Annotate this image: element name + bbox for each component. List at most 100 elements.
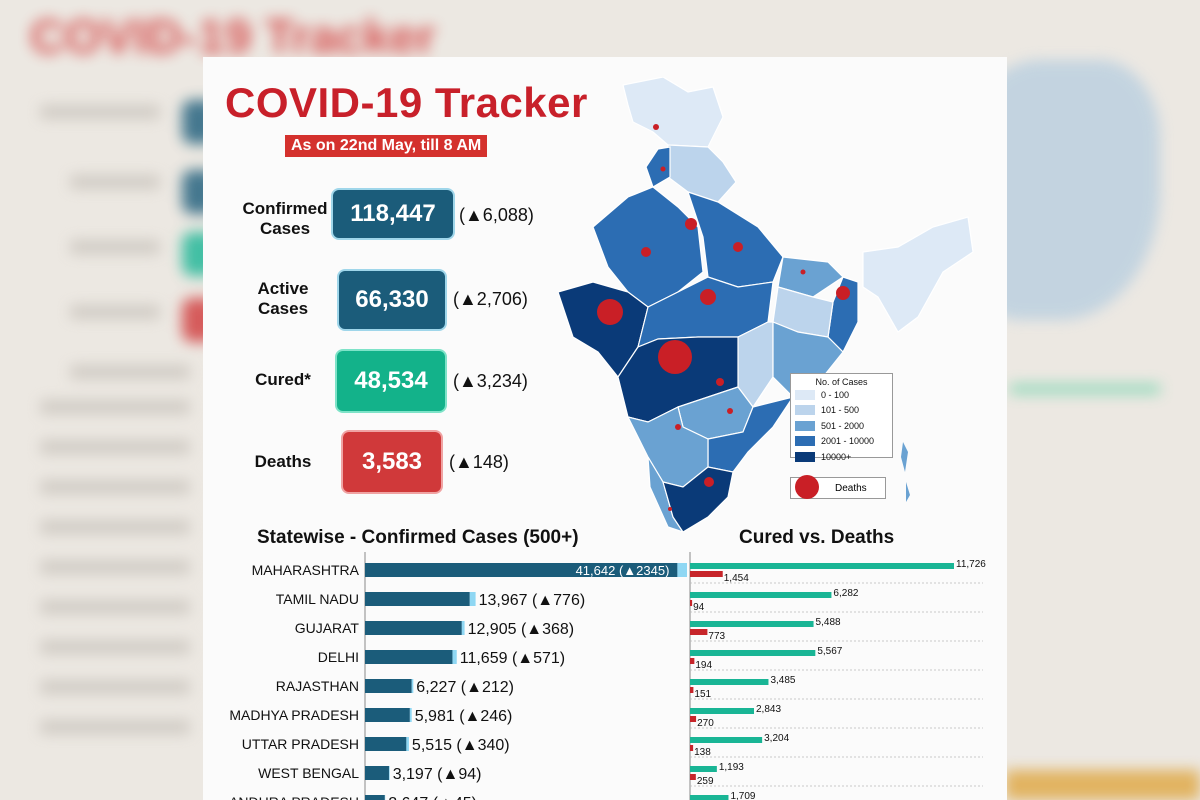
deaths-legend-dot — [795, 475, 819, 499]
deaths-bar — [690, 716, 697, 722]
death-dot-andhra-pradesh — [727, 408, 733, 414]
legend-item: 0 - 100 — [791, 387, 892, 403]
confirmed-value-label: 41,642 (▲2345) — [576, 563, 670, 578]
deaths-bar — [690, 658, 695, 664]
death-dot-telangana — [716, 378, 724, 386]
cured-value-label: 1,709 — [730, 791, 755, 800]
legend-item-label: 10000+ — [821, 451, 852, 462]
death-dot-delhi — [685, 218, 697, 230]
deaths-value-label: 94 — [693, 602, 705, 613]
legend-item: 501 - 2000 — [791, 418, 892, 434]
deaths-value-label: 138 — [694, 747, 711, 758]
cured-bar — [690, 592, 832, 598]
cured-bar — [690, 650, 816, 656]
confirmed-category-label: MADHYA PRADESH — [229, 707, 359, 723]
legend-swatch — [795, 420, 815, 431]
cured-bar — [690, 563, 954, 569]
map-legend: No. of Cases 0 - 100 101 - 500 501 - 2000 2… — [790, 373, 893, 462]
confirmed-value-label: 2,647 (▲45) — [388, 795, 477, 800]
confirmed-category-label: UTTAR PRADESH — [242, 736, 359, 752]
cured-vs-deaths-chart: 11,726 1,454 6,282 94 5,488 773 5,567 194 3,485 1… — [689, 552, 986, 800]
legend-swatch — [795, 389, 815, 400]
confirmed-delta-bar — [461, 621, 465, 635]
death-dot-jk — [653, 124, 659, 130]
confirmed-category-label: RAJASTHAN — [276, 678, 359, 694]
confirmed-delta-bar — [677, 563, 687, 577]
confirmed-value-label: 12,905 (▲368) — [468, 621, 575, 638]
deaths-legend-label: Deaths — [835, 483, 867, 494]
map-region-islands — [901, 442, 910, 502]
legend-title: No. of Cases — [815, 377, 868, 387]
confirmed-value-label: 13,967 (▲776) — [479, 592, 586, 609]
confirmed-delta-bar — [388, 766, 390, 780]
cured-value-label: 11,726 — [956, 559, 986, 570]
date-subtitle: As on 22nd May, till 8 AM — [285, 135, 488, 157]
death-dot-uttar-pradesh — [733, 242, 743, 252]
confirmed-delta-bar — [411, 679, 414, 693]
death-dot-kerala — [668, 507, 672, 511]
confirmed-value-label: 6,227 (▲212) — [416, 679, 514, 696]
legend-item: 101 - 500 — [791, 403, 892, 419]
deaths-value-label: 151 — [694, 689, 711, 700]
cured-bar — [690, 795, 729, 800]
death-dot-maharashtra — [658, 340, 692, 374]
stat-active-label: Active Cases — [243, 279, 323, 319]
cured-bar — [690, 708, 755, 714]
cured-bar — [690, 766, 717, 772]
death-dot-bihar — [800, 269, 806, 275]
stat-confirmed-label-line1: Confirmed — [242, 199, 328, 218]
cured-value-label: 3,204 — [764, 733, 789, 744]
stat-active-delta: (▲2,706) — [453, 289, 528, 309]
cured-bar — [690, 737, 763, 743]
confirmed-category-label: DELHI — [318, 649, 359, 665]
deaths-value-label: 259 — [697, 776, 714, 787]
legend-item: 2001 - 10000 — [791, 434, 892, 450]
map-region-tamil-nadu — [662, 466, 734, 532]
stat-cured-value: 48,534 — [337, 351, 445, 411]
stat-deaths-label: Deaths — [254, 452, 312, 471]
confirmed-bar — [365, 650, 453, 664]
india-map — [558, 77, 974, 532]
deaths-value-label: 194 — [695, 660, 712, 671]
map-region-punjab — [645, 146, 671, 188]
legend-rows: 0 - 100 101 - 500 501 - 2000 2001 - 10000 10… — [791, 387, 892, 465]
deaths-legend: Deaths — [790, 475, 886, 499]
confirmed-category-label: WEST BENGAL — [258, 765, 359, 781]
stat-cured-delta: (▲3,234) — [453, 371, 528, 391]
confirmed-bar — [365, 679, 412, 693]
confirmed-bar — [365, 708, 410, 722]
background-title: COVID-19 Tracker — [30, 11, 436, 64]
cured-value-label: 5,488 — [816, 617, 841, 628]
confirmed-bar — [365, 795, 385, 800]
death-dot-karnataka — [675, 424, 681, 430]
confirmed-bar — [365, 766, 389, 780]
stat-active-value: 66,330 — [339, 271, 445, 329]
legend-swatch — [795, 451, 815, 462]
confirmed-delta-bar — [409, 708, 412, 722]
confirmed-delta-bar — [469, 592, 476, 606]
confirmed-value-label: 5,981 (▲246) — [415, 708, 513, 725]
confirmed-value-label: 5,515 (▲340) — [412, 737, 510, 754]
stat-cured-label: Cured* — [255, 370, 311, 389]
legend-item: 10000+ — [791, 449, 892, 465]
map-region-rajasthan — [592, 186, 704, 308]
death-dot-madhya-pradesh — [700, 289, 716, 305]
deaths-value-label: 1,454 — [724, 573, 749, 584]
confirmed-category-label: MAHARASHTRA — [252, 562, 360, 578]
map-region-northeast — [862, 216, 974, 333]
confirmed-bar — [365, 592, 470, 606]
stat-deaths-value: 3,583 — [343, 432, 441, 492]
stat-active-label-line2: Cases — [257, 299, 309, 318]
statewise-chart-title: Statewise - Confirmed Cases (500+) — [257, 527, 579, 548]
cured-bar — [690, 621, 814, 627]
deaths-value-label: 270 — [697, 718, 714, 729]
deaths-value-label: 773 — [708, 631, 725, 642]
stat-confirmed-label: Confirmed Cases — [225, 199, 345, 239]
legend-item-label: 0 - 100 — [821, 389, 850, 400]
legend-swatch — [795, 436, 815, 447]
legend-item-label: 101 - 500 — [821, 405, 860, 416]
death-dot-west-bengal — [836, 286, 850, 300]
death-dot-punjab — [660, 166, 666, 172]
confirmed-category-label: ANDHRA PRADESH — [229, 794, 359, 800]
deaths-bar — [690, 571, 723, 577]
